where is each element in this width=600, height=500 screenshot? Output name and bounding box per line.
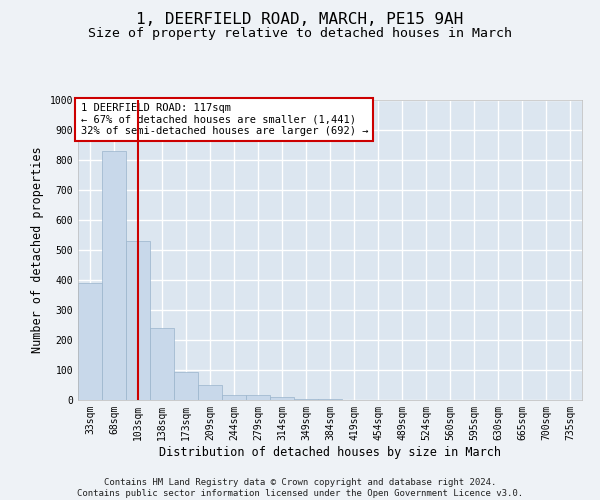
Bar	[294, 398, 318, 400]
Text: Contains HM Land Registry data © Crown copyright and database right 2024.
Contai: Contains HM Land Registry data © Crown c…	[77, 478, 523, 498]
Y-axis label: Number of detached properties: Number of detached properties	[31, 146, 44, 354]
X-axis label: Distribution of detached houses by size in March: Distribution of detached houses by size …	[159, 446, 501, 458]
Text: 1 DEERFIELD ROAD: 117sqm
← 67% of detached houses are smaller (1,441)
32% of sem: 1 DEERFIELD ROAD: 117sqm ← 67% of detach…	[80, 103, 368, 136]
Text: 1, DEERFIELD ROAD, MARCH, PE15 9AH: 1, DEERFIELD ROAD, MARCH, PE15 9AH	[136, 12, 464, 28]
Bar	[222, 394, 246, 400]
Bar	[126, 241, 150, 400]
Bar	[150, 328, 174, 400]
Bar	[198, 385, 222, 400]
Text: Size of property relative to detached houses in March: Size of property relative to detached ho…	[88, 28, 512, 40]
Bar	[174, 372, 198, 400]
Bar	[270, 397, 294, 400]
Bar	[246, 394, 270, 400]
Bar	[318, 398, 342, 400]
Bar	[102, 151, 126, 400]
Bar	[78, 283, 102, 400]
